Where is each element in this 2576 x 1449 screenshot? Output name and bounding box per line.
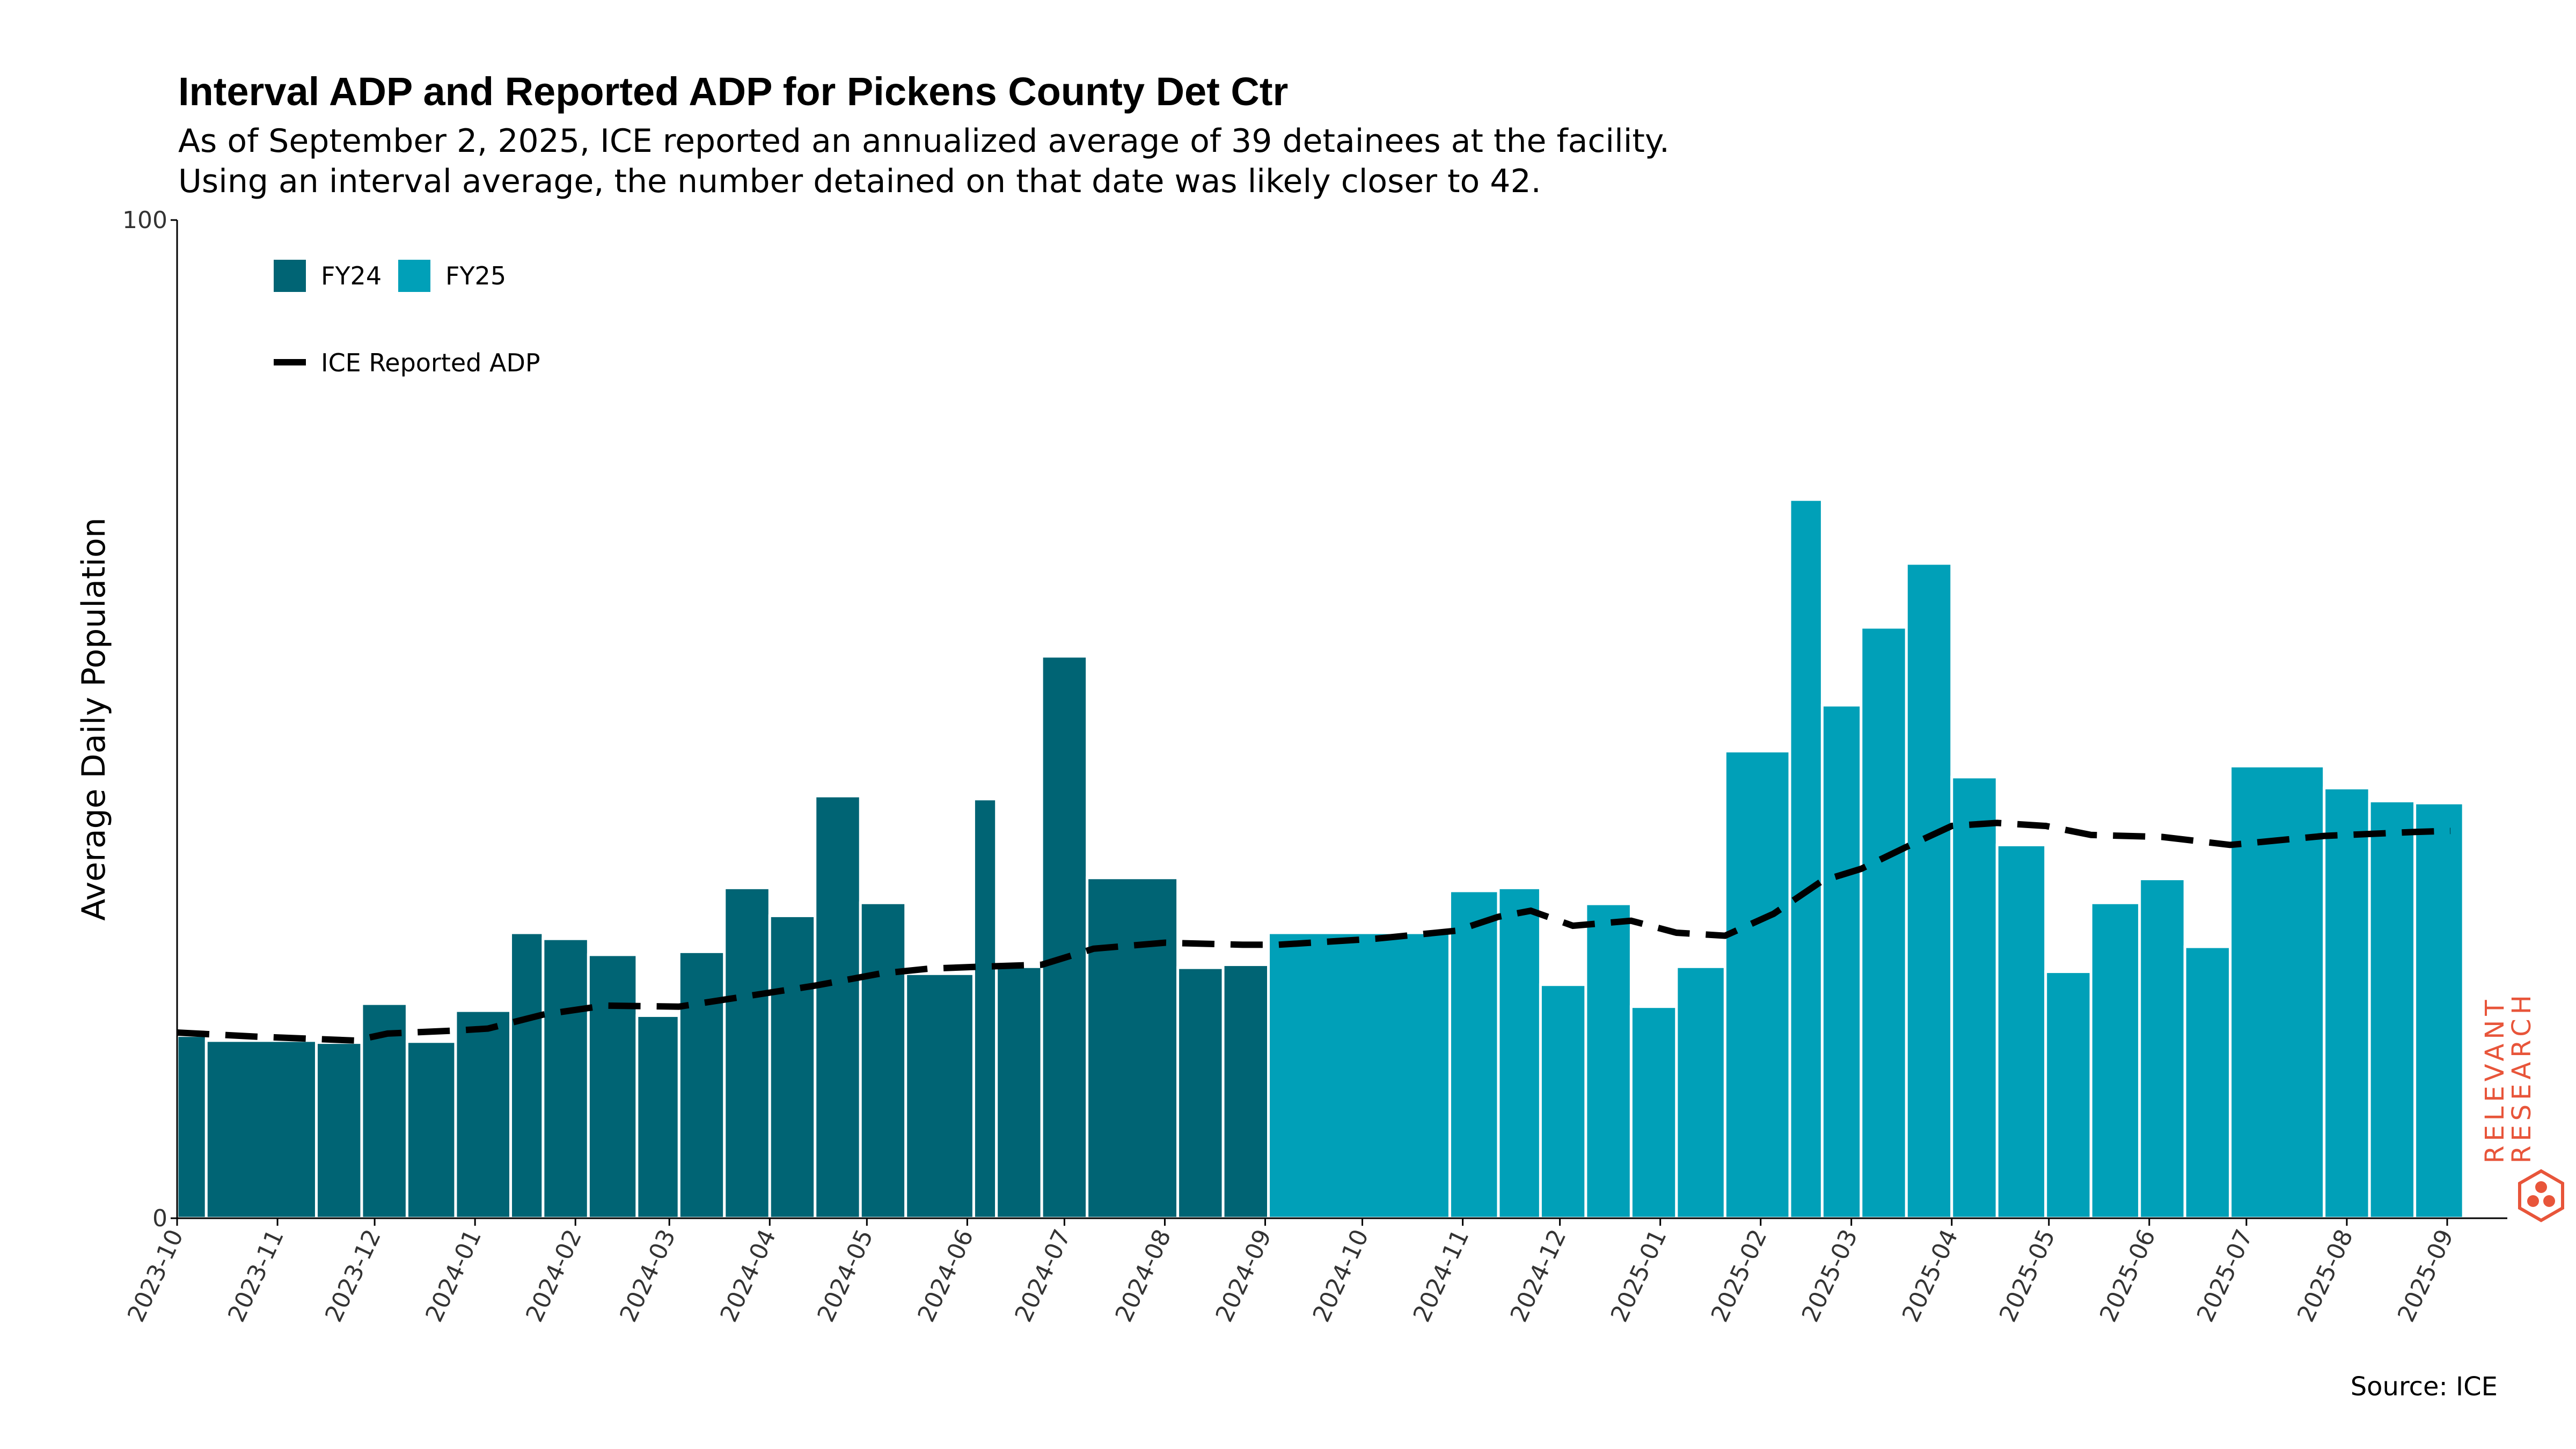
bar-fy25-29 (1723, 750, 1791, 1220)
legend-fy24-swatch (274, 260, 306, 292)
x-tick-label-2025-02: 2025-02 (1706, 1225, 1773, 1326)
x-tick-label-2024-06: 2024-06 (912, 1225, 979, 1326)
chart-subtitle-line-1: As of September 2, 2025, ICE reported an… (178, 122, 1670, 160)
legend: FY24 FY25 ICE Reported ADP (274, 260, 540, 377)
bar-fy25-40 (2229, 764, 2326, 1220)
bar-fy24-13 (814, 794, 862, 1220)
x-tick-label-2024-08: 2024-08 (1110, 1225, 1176, 1326)
x-tick-label-2025-05: 2025-05 (1994, 1225, 2061, 1326)
bar-fy25-23 (1448, 889, 1500, 1220)
x-tick-label-2023-12: 2023-12 (320, 1225, 386, 1326)
x-tick-label-2024-11: 2024-11 (1408, 1225, 1475, 1326)
x-tick-label-2025-04: 2025-04 (1897, 1225, 1964, 1326)
x-tick-label-2024-02: 2024-02 (521, 1225, 587, 1326)
bar-fy25-26 (1584, 902, 1633, 1220)
legend-fy25-swatch (398, 260, 430, 292)
x-tick-label-2024-07: 2024-07 (1009, 1225, 1076, 1326)
bar-fy25-30 (1788, 498, 1824, 1220)
legend-line-label: ICE Reported ADP (321, 348, 540, 377)
x-tick-label-2025-03: 2025-03 (1797, 1225, 1863, 1326)
x-tick-label-2025-06: 2025-06 (2095, 1225, 2161, 1326)
x-tick-label-2024-05: 2024-05 (812, 1225, 879, 1326)
x-tick-label-2025-09: 2025-09 (2392, 1225, 2459, 1326)
bar-fy25-39 (2183, 945, 2232, 1220)
x-tick-label-2024-01: 2024-01 (420, 1225, 487, 1326)
y-axis-label: Average Daily Population (75, 517, 113, 921)
bar-fy24-8 (587, 953, 639, 1220)
bar-fy25-31 (1820, 704, 1863, 1220)
bar-fy24-2 (314, 1041, 363, 1220)
bar-fy24-12 (768, 914, 817, 1220)
x-tick-label-2025-08: 2025-08 (2292, 1225, 2359, 1326)
bar-fy24-21 (1221, 963, 1270, 1220)
x-tick-label-2025-07: 2025-07 (2192, 1225, 2258, 1326)
bar-fy24-15 (904, 972, 975, 1220)
chart-subtitle-line-2: Using an interval average, the number de… (178, 163, 1541, 200)
x-tick-label-2024-12: 2024-12 (1505, 1225, 1572, 1326)
bar-fy24-18 (1040, 655, 1089, 1220)
x-tick-label-2023-10: 2023-10 (122, 1225, 189, 1326)
bar-fy24-9 (635, 1014, 680, 1220)
bar-fy25-43 (2413, 801, 2465, 1220)
x-tick-label-2024-04: 2024-04 (715, 1225, 781, 1326)
bar-fy24-7 (541, 937, 590, 1220)
bar-fy25-28 (1675, 965, 1726, 1220)
bar-fy24-16 (972, 797, 998, 1220)
bar-fy25-27 (1629, 1005, 1678, 1220)
legend-fy25-label: FY25 (445, 261, 506, 290)
reported-adp-line (177, 819, 2451, 1044)
bar-fy24-20 (1176, 966, 1225, 1220)
chart-title: Interval ADP and Reported ADP for Picken… (178, 69, 1289, 114)
bar-fy25-32 (1860, 626, 1908, 1220)
bar-fy24-0 (175, 1034, 208, 1220)
bar-fy25-35 (1995, 843, 2047, 1220)
bar-fy25-38 (2138, 877, 2186, 1220)
bar-fy24-17 (995, 965, 1043, 1220)
bar-fy24-5 (454, 1009, 513, 1220)
y-ticks: 0 100 (122, 207, 177, 1232)
bar-fy24-11 (723, 886, 771, 1220)
bar-fy25-36 (2044, 970, 2092, 1220)
x-tick-label-2025-01: 2025-01 (1606, 1225, 1672, 1326)
bar-fy24-10 (677, 950, 726, 1220)
bar-fy25-42 (2368, 800, 2417, 1220)
brand-text-research: RESEARCH (2507, 991, 2537, 1163)
bar-fy25-34 (1950, 775, 1999, 1220)
bar-fy24-14 (859, 901, 908, 1220)
legend-fy24-label: FY24 (321, 261, 382, 290)
bar-fy25-25 (1539, 983, 1587, 1220)
brand-logo: RELEVANT RESEARCH (2480, 991, 2564, 1223)
bar-fy25-37 (2089, 901, 2141, 1220)
y-tick-label-100: 100 (122, 207, 167, 234)
bars-layer (175, 498, 2465, 1220)
bar-fy24-19 (1086, 876, 1180, 1220)
hexagon-logo-icon (2518, 1169, 2564, 1223)
bar-fy24-4 (405, 1040, 457, 1220)
x-tick-label-2023-11: 2023-11 (223, 1225, 289, 1326)
y-tick-label-0: 0 (152, 1205, 167, 1232)
x-tick-label-2024-03: 2024-03 (614, 1225, 681, 1326)
bar-fy25-24 (1497, 886, 1542, 1220)
x-ticks: 2023-10 2023-11 2023-12 2024-01 2024-02 2024-… (122, 1218, 2459, 1326)
x-tick-label-2024-09: 2024-09 (1211, 1225, 1277, 1326)
brand-text-relevant: RELEVANT (2480, 996, 2510, 1163)
bar-fy24-1 (204, 1039, 318, 1220)
bar-fy25-41 (2323, 786, 2371, 1220)
source-note: Source: ICE (2350, 1372, 2498, 1402)
bar-fy25-33 (1905, 562, 1953, 1220)
bar-fy25-22 (1267, 931, 1451, 1220)
bar-fy24-6 (509, 931, 545, 1220)
x-tick-label-2024-10: 2024-10 (1308, 1225, 1374, 1326)
